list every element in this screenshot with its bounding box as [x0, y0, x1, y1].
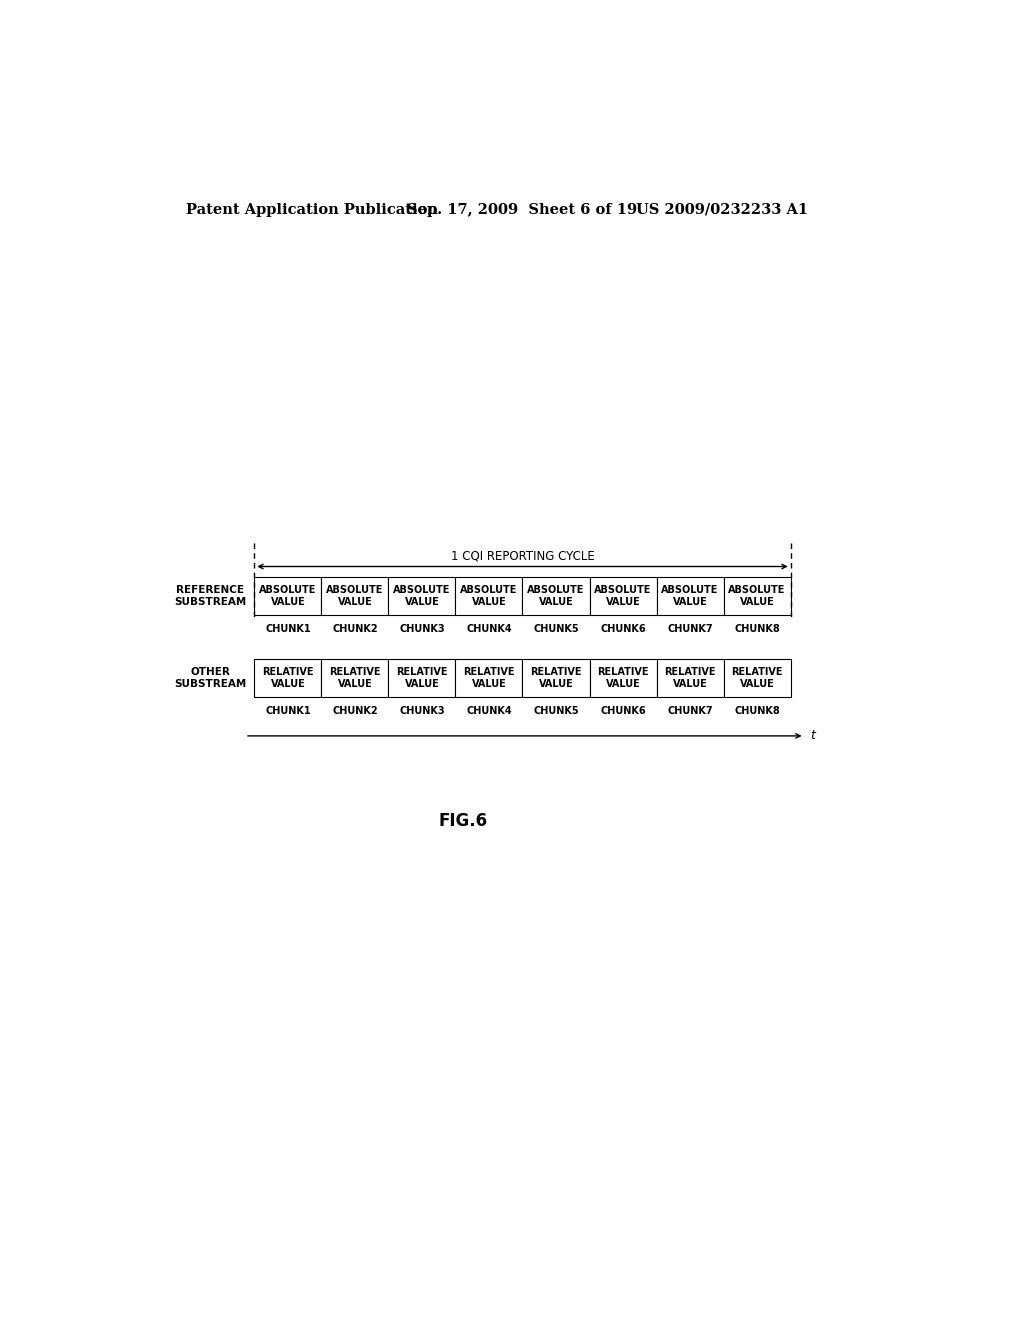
- Text: CHUNK8: CHUNK8: [734, 624, 780, 634]
- Text: CHUNK6: CHUNK6: [600, 706, 646, 717]
- Bar: [656, 659, 724, 697]
- Bar: [388, 659, 456, 697]
- Text: ABSOLUTE
VALUE: ABSOLUTE VALUE: [327, 585, 384, 607]
- Text: OTHER
SUBSTREAM: OTHER SUBSTREAM: [174, 667, 247, 689]
- Bar: [456, 659, 522, 697]
- Text: CHUNK4: CHUNK4: [466, 624, 512, 634]
- Text: REFERENCE
SUBSTREAM: REFERENCE SUBSTREAM: [174, 585, 247, 607]
- Bar: [322, 577, 388, 615]
- Bar: [254, 659, 322, 697]
- Text: CHUNK5: CHUNK5: [534, 624, 579, 634]
- Text: CHUNK6: CHUNK6: [600, 624, 646, 634]
- Text: RELATIVE
VALUE: RELATIVE VALUE: [665, 667, 716, 689]
- Text: US 2009/0232233 A1: US 2009/0232233 A1: [636, 203, 808, 216]
- Bar: [522, 577, 590, 615]
- Text: ABSOLUTE
VALUE: ABSOLUTE VALUE: [594, 585, 651, 607]
- Text: ABSOLUTE
VALUE: ABSOLUTE VALUE: [460, 585, 518, 607]
- Text: CHUNK3: CHUNK3: [399, 624, 444, 634]
- Text: ABSOLUTE
VALUE: ABSOLUTE VALUE: [259, 585, 316, 607]
- Text: CHUNK7: CHUNK7: [668, 706, 713, 717]
- Text: RELATIVE
VALUE: RELATIVE VALUE: [329, 667, 381, 689]
- Text: CHUNK2: CHUNK2: [332, 706, 378, 717]
- Bar: [724, 659, 791, 697]
- Text: RELATIVE
VALUE: RELATIVE VALUE: [530, 667, 582, 689]
- Text: CHUNK1: CHUNK1: [265, 706, 310, 717]
- Text: CHUNK1: CHUNK1: [265, 624, 310, 634]
- Text: Sep. 17, 2009  Sheet 6 of 19: Sep. 17, 2009 Sheet 6 of 19: [407, 203, 637, 216]
- Bar: [254, 577, 322, 615]
- Text: Patent Application Publication: Patent Application Publication: [186, 203, 438, 216]
- Bar: [724, 577, 791, 615]
- Bar: [522, 659, 590, 697]
- Text: CHUNK2: CHUNK2: [332, 624, 378, 634]
- Text: ABSOLUTE
VALUE: ABSOLUTE VALUE: [728, 585, 785, 607]
- Text: RELATIVE
VALUE: RELATIVE VALUE: [597, 667, 649, 689]
- Text: RELATIVE
VALUE: RELATIVE VALUE: [731, 667, 783, 689]
- Bar: [590, 659, 656, 697]
- Text: RELATIVE
VALUE: RELATIVE VALUE: [463, 667, 515, 689]
- Text: CHUNK4: CHUNK4: [466, 706, 512, 717]
- Text: RELATIVE
VALUE: RELATIVE VALUE: [396, 667, 447, 689]
- Text: RELATIVE
VALUE: RELATIVE VALUE: [262, 667, 313, 689]
- Text: CHUNK3: CHUNK3: [399, 706, 444, 717]
- Text: CHUNK7: CHUNK7: [668, 624, 713, 634]
- Text: CHUNK5: CHUNK5: [534, 706, 579, 717]
- Bar: [388, 577, 456, 615]
- Text: t: t: [810, 730, 815, 742]
- Bar: [656, 577, 724, 615]
- Text: ABSOLUTE
VALUE: ABSOLUTE VALUE: [393, 585, 451, 607]
- Bar: [590, 577, 656, 615]
- Bar: [456, 577, 522, 615]
- Text: 1 CQI REPORTING CYCLE: 1 CQI REPORTING CYCLE: [451, 549, 594, 562]
- Text: FIG.6: FIG.6: [438, 812, 487, 829]
- Text: CHUNK8: CHUNK8: [734, 706, 780, 717]
- Text: ABSOLUTE
VALUE: ABSOLUTE VALUE: [662, 585, 719, 607]
- Text: ABSOLUTE
VALUE: ABSOLUTE VALUE: [527, 585, 585, 607]
- Bar: [322, 659, 388, 697]
